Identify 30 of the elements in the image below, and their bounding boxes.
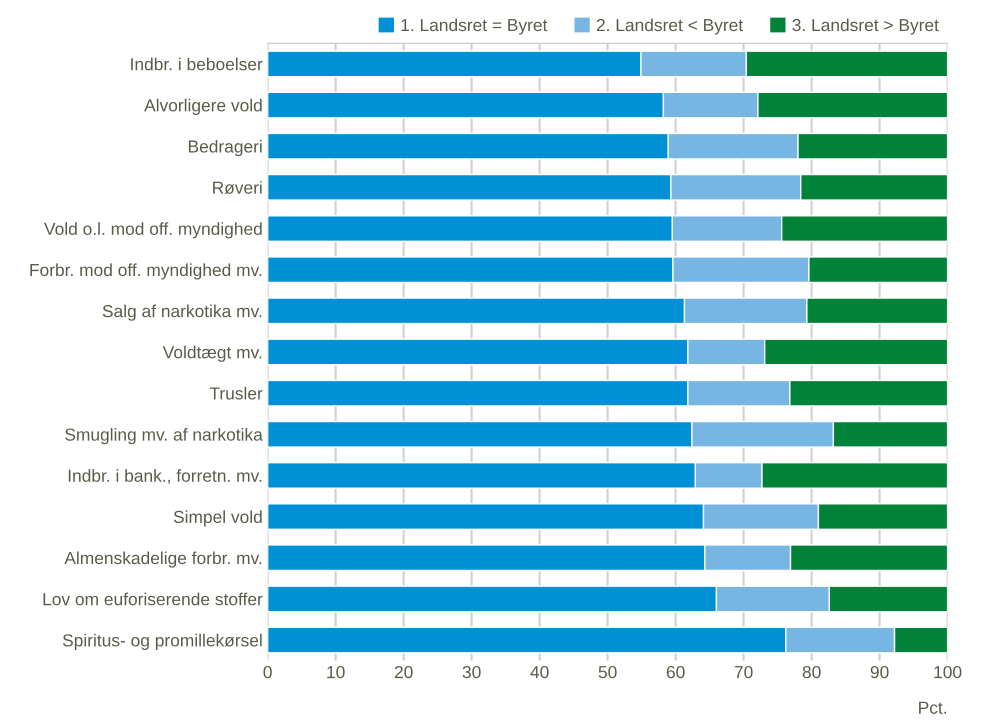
x-tick-label: 0	[264, 666, 272, 678]
y-tick-label: Trusler	[210, 386, 263, 400]
y-tick-label: Smugling mv. af narkotika	[65, 428, 263, 444]
x-tick-label: 30	[462, 666, 481, 678]
y-tick-label: Vold o.l. mod off. myndighed	[44, 222, 262, 238]
y-tick-label: Røveri	[213, 181, 262, 194]
y-tick-label: Almenskadelige forbr. mv.	[64, 551, 262, 568]
y-tick-label: Salg af narkotika mv.	[102, 304, 262, 321]
y-tick-label: Lov om euforiserende stoffer	[44, 592, 263, 606]
x-tick-label: 100	[934, 666, 962, 678]
y-tick-label: Spiritus- og promillekørsel	[62, 634, 262, 650]
x-tick-label: 40	[530, 666, 549, 678]
y-tick-label: Voldtægt mv.	[162, 346, 262, 362]
y-tick-label: Alvorligere vold	[144, 98, 262, 115]
x-tick-label: 60	[666, 666, 685, 678]
legend-label: 3. Landsret > Byret	[792, 18, 939, 35]
x-tick-label: 80	[802, 666, 821, 678]
y-tick-label: Forbr. mod off. myndighed mv.	[30, 263, 262, 280]
x-tick-label: 90	[870, 666, 889, 678]
y-tick-label: Indbr. i bank., forretn. mv.	[68, 469, 262, 484]
y-tick-label: Simpel vold	[174, 510, 262, 526]
x-tick-label: 50	[598, 666, 617, 678]
x-tick-label: 10	[327, 666, 345, 678]
x-tick-label: 70	[734, 666, 753, 678]
x-axis-title: Pct.	[919, 702, 946, 714]
legend-label: 1. Landsret = Byret	[402, 18, 548, 35]
y-tick-label: Bedrageri	[188, 140, 262, 156]
x-tick-label: 20	[394, 666, 413, 678]
legend-label: 2. Landsret < Byret	[596, 18, 744, 35]
y-tick-label: Indbr. i beboelser	[131, 58, 263, 70]
